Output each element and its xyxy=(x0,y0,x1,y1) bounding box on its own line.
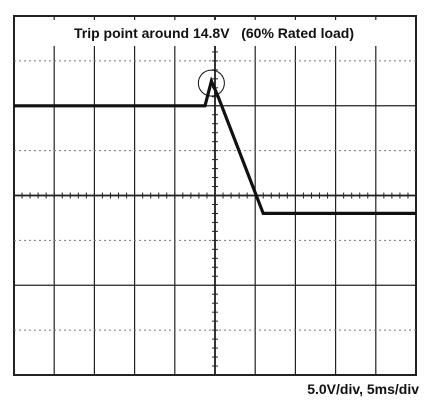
scope-grid xyxy=(13,15,417,376)
trip-point-annotation: Trip point around 14.8V (60% Rated load) xyxy=(74,25,354,41)
voltage-trace xyxy=(14,76,416,215)
scale-label: 5.0V/div, 5ms/div xyxy=(307,381,419,397)
annotation-background xyxy=(40,20,390,46)
trace-line xyxy=(14,76,416,215)
trip-point-circle xyxy=(197,69,225,97)
